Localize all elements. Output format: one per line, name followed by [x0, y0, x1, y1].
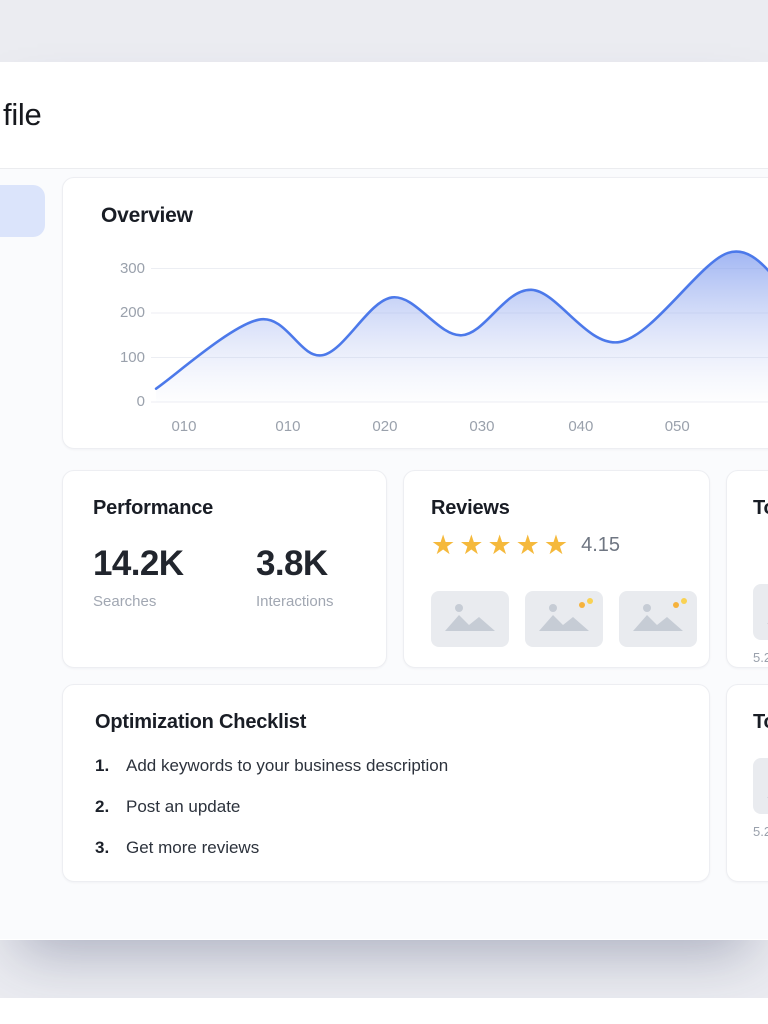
- checklist-card: Optimization Checklist 1. Add keywords t…: [62, 684, 710, 882]
- performance-card: Performance 14.2K Searches 3.8K Interact…: [62, 470, 387, 668]
- star-icon: ★: [543, 530, 569, 560]
- truncated-card-bottom-caption: 5.2: [753, 824, 768, 839]
- app-surface: file Overview 0 100 200 300: [0, 62, 768, 940]
- searches-label: Searches: [93, 593, 157, 610]
- interactions-value: 3.8K: [256, 544, 328, 583]
- truncated-card-bottom-title: To: [753, 711, 768, 733]
- checklist-item: 2. Post an update: [95, 795, 677, 819]
- chart-area-fill: [156, 251, 768, 402]
- image-placeholder-icon: [767, 622, 768, 624]
- overview-title: Overview: [101, 204, 193, 227]
- searches-value: 14.2K: [93, 544, 184, 583]
- checklist-item-text: Post an update: [126, 797, 241, 816]
- y-tick-label: 200: [119, 304, 145, 321]
- page-header: file: [0, 62, 768, 169]
- checklist-item: 1. Add keywords to your business descrip…: [95, 754, 677, 778]
- main-content: Overview 0 100 200 300 010 010 020 030 0: [0, 169, 768, 939]
- reviews-stars-row: ★ ★ ★ ★ ★ 4.15: [431, 532, 682, 559]
- sidebar-item-selected[interactable]: [0, 185, 45, 237]
- checklist-title: Optimization Checklist: [95, 711, 307, 733]
- performance-title: Performance: [93, 497, 214, 519]
- rating-value: 4.15: [581, 534, 621, 556]
- review-photo-placeholder[interactable]: [619, 591, 697, 647]
- checklist-item-number: 2.: [95, 797, 110, 816]
- checklist-item: 3. Get more reviews: [95, 836, 677, 860]
- x-tick-label: 030: [469, 418, 495, 435]
- y-tick-label: 0: [136, 393, 145, 410]
- image-placeholder-icon: [539, 598, 593, 631]
- interactions-stat: 3.8K Interactions: [256, 544, 334, 610]
- review-photos: [431, 591, 697, 647]
- image-placeholder-icon: [767, 796, 768, 798]
- checklist-items: 1. Add keywords to your business descrip…: [95, 754, 677, 860]
- x-tick-label: 050: [664, 418, 690, 435]
- page-title: file: [3, 97, 42, 132]
- y-tick-label: 100: [119, 348, 145, 366]
- overview-chart: 0 100 200 300 010 010 020 030 040 050: [101, 240, 768, 445]
- review-photo-placeholder[interactable]: [431, 591, 509, 647]
- interactions-label: Interactions: [256, 593, 334, 610]
- bottom-strip: [0, 998, 768, 1024]
- x-tick-label: 040: [568, 418, 594, 435]
- star-icon: ★: [487, 530, 512, 560]
- overview-card: Overview 0 100 200 300 010 010 020 030 0: [62, 177, 768, 449]
- star-icon: ★: [431, 530, 456, 560]
- reviews-title: Reviews: [431, 497, 510, 519]
- image-placeholder-icon: [445, 604, 495, 631]
- x-tick-label: 020: [372, 418, 398, 435]
- checklist-item-text: Add keywords to your business descriptio…: [126, 756, 449, 775]
- searches-stat: 14.2K Searches: [93, 544, 256, 610]
- reviews-card: Reviews ★ ★ ★ ★ ★ 4.15: [403, 470, 710, 668]
- truncated-card-top: To 5.2: [726, 470, 768, 668]
- checklist-item-number: 1.: [95, 756, 110, 775]
- chart-y-axis: 0 100 200 300: [101, 240, 145, 411]
- chart-line: [154, 250, 768, 390]
- truncated-card-top-caption: 5.2: [753, 650, 768, 665]
- checklist-item-number: 3.: [95, 838, 110, 857]
- truncated-card-bottom-photo[interactable]: [753, 758, 768, 814]
- star-icon: ★: [459, 530, 484, 560]
- overview-chart-svg: [151, 250, 768, 403]
- truncated-card-top-title: To: [753, 497, 768, 519]
- star-icon: ★: [515, 530, 540, 560]
- image-placeholder-icon: [633, 598, 687, 631]
- truncated-card-top-photo[interactable]: [753, 584, 768, 640]
- truncated-card-bottom: To 5.2: [726, 684, 768, 882]
- review-photo-placeholder[interactable]: [525, 591, 603, 647]
- y-tick-label: 300: [119, 259, 145, 277]
- checklist-item-text: Get more reviews: [126, 838, 260, 857]
- performance-stats: 14.2K Searches 3.8K Interactions: [93, 544, 356, 610]
- x-tick-label: 010: [275, 418, 301, 435]
- x-tick-label: 010: [171, 418, 197, 435]
